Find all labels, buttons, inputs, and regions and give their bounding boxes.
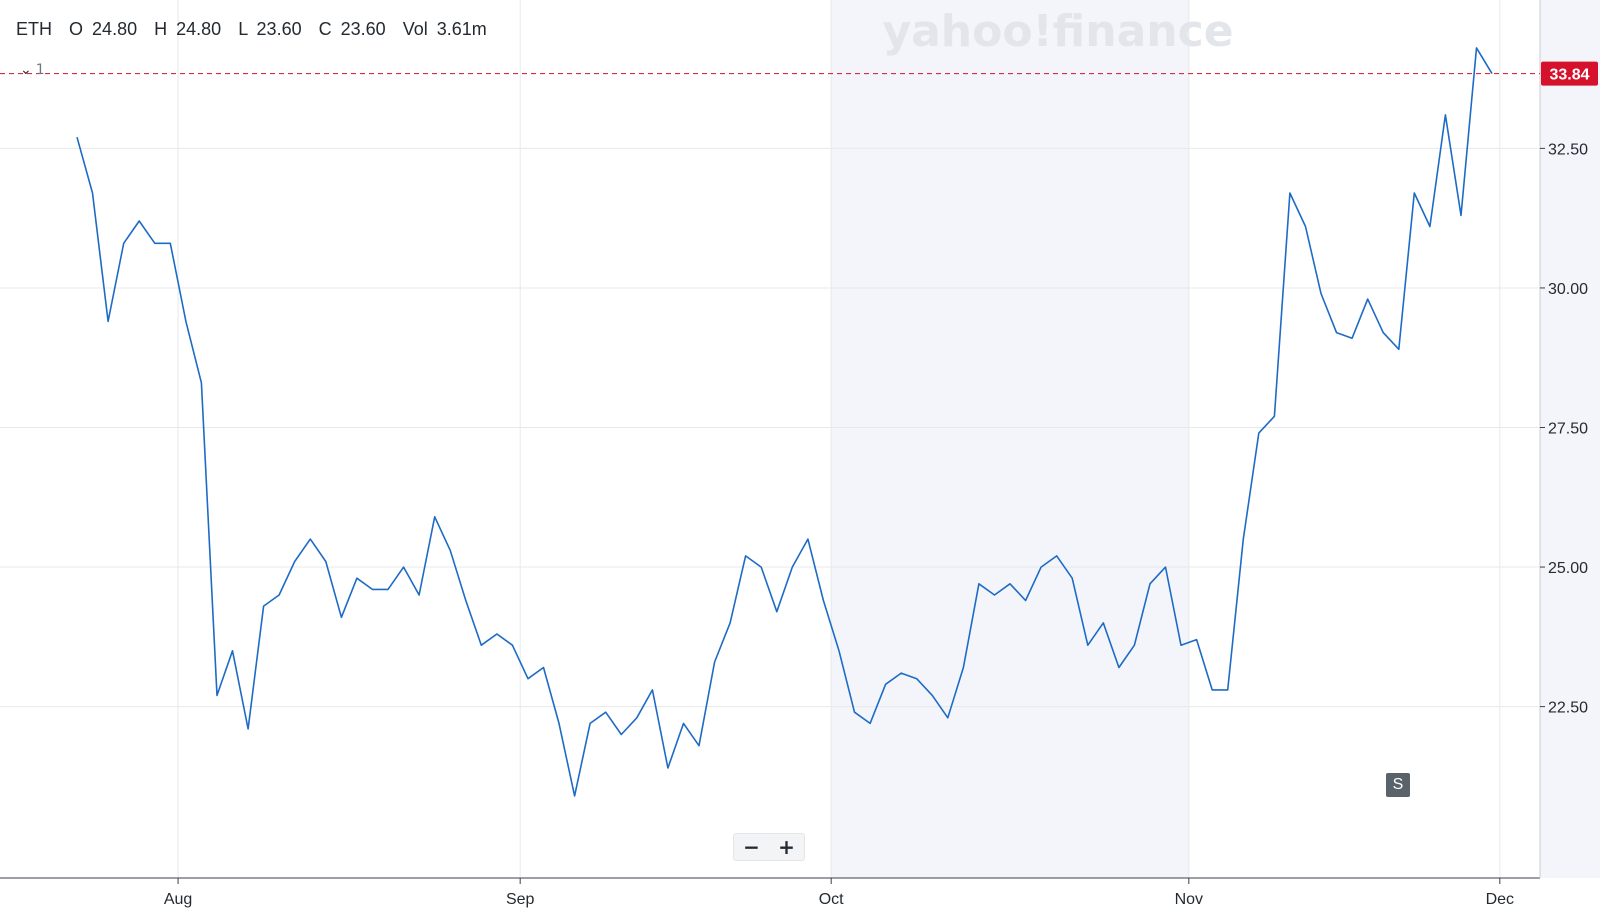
axis-margin-shade [1540,0,1600,878]
x-tick-label: Nov [1175,891,1203,908]
grid-layer [0,0,1540,878]
ohlc-legend: ETH O 24.80 H 24.80 L 23.60 C 23.60 Vol … [16,19,487,39]
y-tick-label: 27.50 [1548,421,1588,438]
y-axis-ticks: 22.50 25.00 27.50 30.00 32.50 [1540,141,1588,717]
legend-open-value: 24.80 [92,19,137,39]
indicator-count: 1 [35,62,45,78]
current-price-badge [1541,61,1598,86]
yahoo-finance-watermark: yahoo!finance [882,6,1233,57]
legend-vol-value: 3.61m [437,19,487,39]
y-tick-label: 22.50 [1548,700,1588,717]
y-tick-label: 25.00 [1548,560,1588,577]
split-event-badge[interactable]: S [1386,773,1410,797]
x-tick-label: Sep [506,891,535,908]
legend-close-label: C [319,19,332,39]
axis-layer [0,0,1541,879]
zoom-in-button[interactable]: + [769,834,804,860]
x-tick-label: Oct [819,891,844,908]
legend-low-label: L [238,19,248,39]
legend-vol-label: Vol [403,19,428,39]
zoom-controls: − + [733,833,805,861]
highlight-layer [831,0,1600,878]
current-price-label: 33.84 [1549,67,1589,84]
price-series-line [76,47,1493,797]
chevron-down-icon: ⌄ [20,62,32,78]
highlight-band-oct [831,0,1189,878]
indicator-collapse-toggle[interactable]: ⌄ 1 [20,62,45,78]
x-tick-label: Dec [1486,891,1514,908]
legend-low-value: 23.60 [257,19,302,39]
series-layer [76,47,1493,797]
x-tick-label: Aug [164,891,192,908]
y-tick-label: 32.50 [1548,141,1588,158]
y-tick-label: 30.00 [1548,281,1588,298]
legend-high-label: H [154,19,167,39]
legend-open-label: O [69,19,83,39]
legend-high-value: 24.80 [176,19,221,39]
legend-close-value: 23.60 [341,19,386,39]
current-price-layer: 33.84 [0,61,1598,86]
x-axis-ticks: Aug Sep Oct Nov Dec [164,878,1514,908]
legend-symbol: ETH [16,19,52,39]
zoom-out-button[interactable]: − [734,834,769,860]
